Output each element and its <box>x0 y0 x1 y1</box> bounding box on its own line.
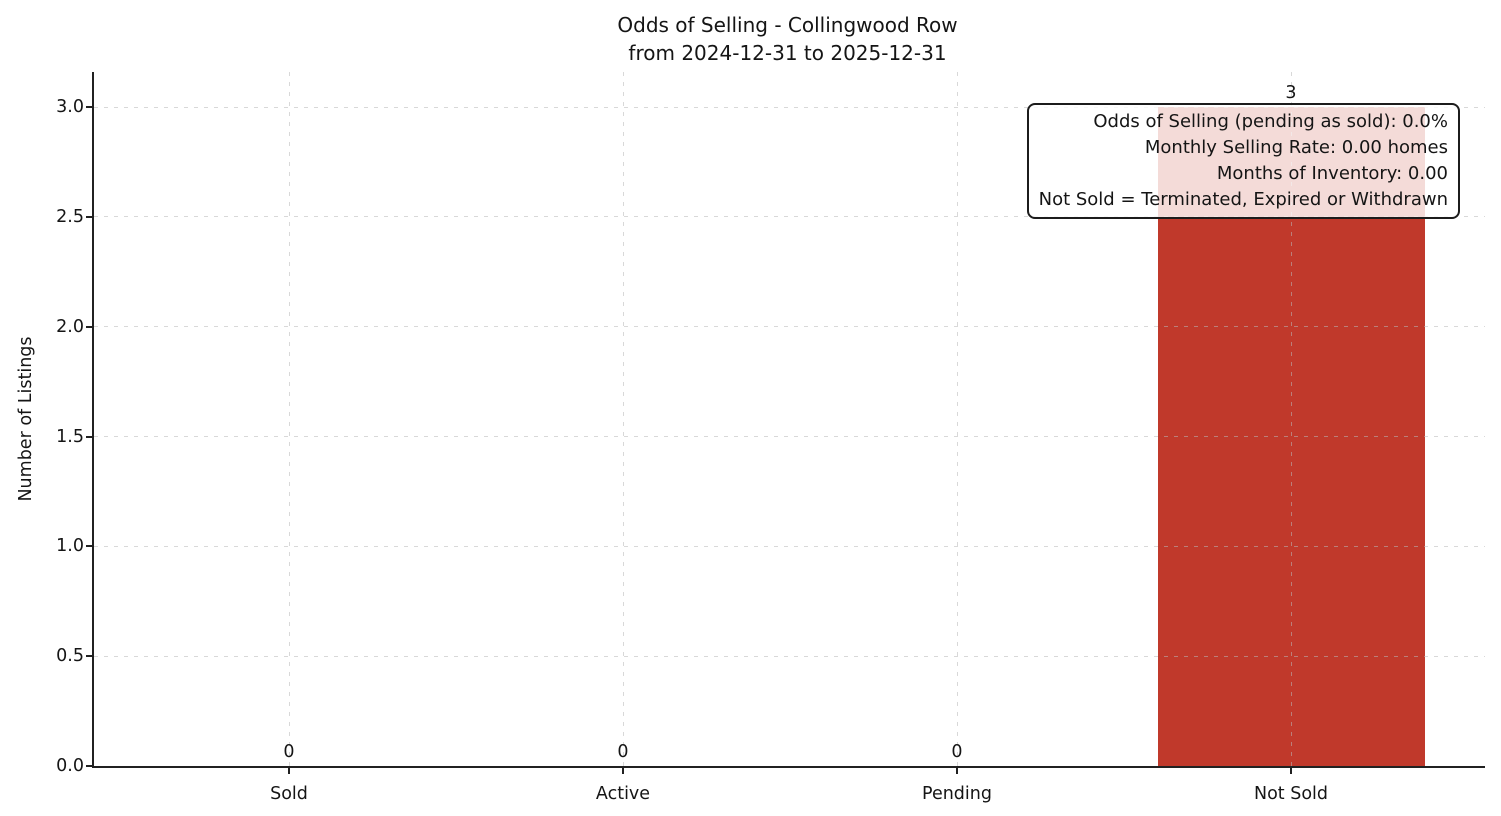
h-gridline <box>94 545 1485 547</box>
h-gridline <box>94 655 1485 657</box>
annotation-line-rate: Monthly Selling Rate: 0.00 homes <box>1144 137 1448 158</box>
y-tick-mark <box>86 215 92 218</box>
y-tick-mark <box>86 545 92 548</box>
bar-value-label: 0 <box>617 742 629 762</box>
bar-value-label: 3 <box>1285 83 1297 104</box>
x-tick-label-pending: Pending <box>922 784 992 804</box>
y-tick-mark <box>86 655 92 658</box>
x-tick-label-not-sold: Not Sold <box>1253 784 1328 804</box>
x-tick-label-sold: Sold <box>270 784 308 804</box>
bar-value-label: 0 <box>951 742 963 762</box>
annotation-line-odds: Odds of Selling (pending as sold): 0.0% <box>1093 111 1448 132</box>
y-tick-mark <box>86 325 92 328</box>
y-tick-label: 2.5 <box>56 206 84 227</box>
v-gridline <box>956 72 958 766</box>
y-tick-mark <box>86 435 92 438</box>
annotation-line-inventory: Months of Inventory: 0.00 <box>1216 163 1448 184</box>
annotation-box: Odds of Selling (pending as sold): 0.0% … <box>1026 103 1460 219</box>
bar-value-label: 0 <box>283 742 295 762</box>
h-gridline <box>94 216 1485 218</box>
v-gridline <box>1290 72 1292 766</box>
y-tick-label: 1.5 <box>56 426 84 447</box>
x-tick-label-active: Active <box>595 784 651 804</box>
chart-subtitle: from 2024-12-31 to 2025-12-31 <box>628 41 947 65</box>
y-tick-label: 0.0 <box>56 756 84 776</box>
h-gridline <box>94 106 1485 108</box>
x-tick-mark <box>1290 768 1292 774</box>
chart-title-block: Odds of Selling - Collingwood Row from 2… <box>92 11 1483 67</box>
y-axis-label: Number of Listings <box>16 336 36 502</box>
x-tick-mark <box>622 768 624 774</box>
y-tick-label: 2.0 <box>56 316 84 337</box>
h-gridline <box>94 436 1485 438</box>
h-gridline <box>94 326 1485 328</box>
x-tick-mark <box>956 768 958 774</box>
x-tick-mark <box>288 768 290 774</box>
annotation-line-notsold-def: Not Sold = Terminated, Expired or Withdr… <box>1038 189 1448 210</box>
v-gridline <box>288 72 290 766</box>
y-tick-label: 3.0 <box>56 97 84 118</box>
chart-title: Odds of Selling - Collingwood Row <box>617 13 958 37</box>
y-tick-mark <box>86 765 92 767</box>
y-tick-label: 0.5 <box>56 646 84 667</box>
v-gridline <box>622 72 624 766</box>
y-tick-label: 1.0 <box>56 536 84 557</box>
y-tick-mark <box>86 106 92 109</box>
